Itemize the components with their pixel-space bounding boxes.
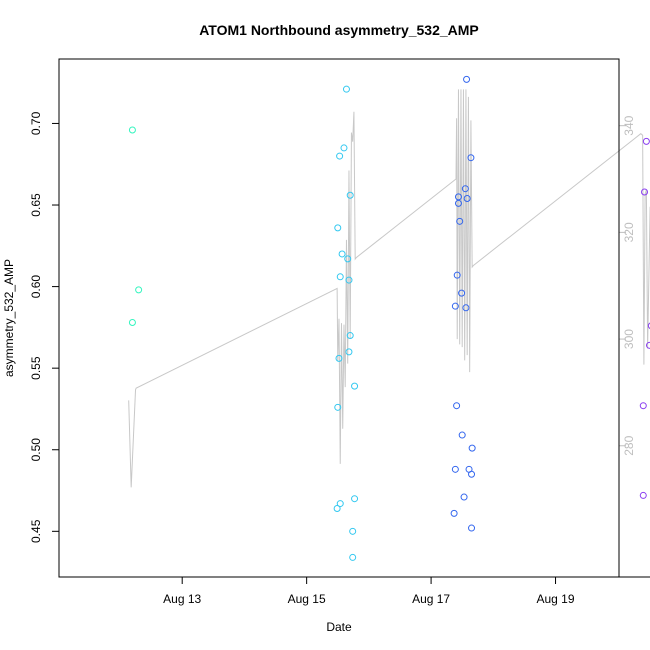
data-point xyxy=(128,318,136,326)
data-point xyxy=(462,304,470,312)
data-point xyxy=(349,553,357,561)
data-point xyxy=(641,188,649,196)
data-point xyxy=(458,289,466,297)
data-point xyxy=(351,495,359,503)
data-point xyxy=(333,504,341,512)
data-point xyxy=(342,85,350,93)
x-tick-label: Aug 19 xyxy=(537,592,575,606)
y-tick-label: 0.45 xyxy=(29,519,43,543)
data-point xyxy=(135,286,143,294)
data-point xyxy=(451,465,459,473)
data-point xyxy=(460,493,468,501)
y2-tick-label: 280 xyxy=(622,435,636,455)
data-point xyxy=(639,491,647,499)
data-point xyxy=(642,137,650,145)
data-point xyxy=(456,217,464,225)
data-point xyxy=(334,224,342,232)
data-point xyxy=(468,524,476,532)
y-tick-label: 0.65 xyxy=(29,193,43,217)
data-point xyxy=(461,185,469,193)
data-point xyxy=(468,470,476,478)
data-point xyxy=(345,276,353,284)
y2-tick-label: 300 xyxy=(622,329,636,349)
data-point xyxy=(450,509,458,517)
data-point xyxy=(467,154,475,162)
x-tick-label: Aug 15 xyxy=(288,592,326,606)
data-point xyxy=(454,193,462,201)
x-axis-label: Date xyxy=(326,620,352,634)
data-point xyxy=(336,152,344,160)
data-point xyxy=(349,527,357,535)
y2-tick-label: 320 xyxy=(622,222,636,242)
x-tick-label: Aug 13 xyxy=(163,592,201,606)
data-point xyxy=(338,250,346,258)
data-point xyxy=(340,144,348,152)
data-point xyxy=(647,322,650,329)
data-point xyxy=(639,402,647,410)
data-point xyxy=(336,273,344,281)
data-point xyxy=(468,444,476,452)
y-axis-label: asymmetry_532_AMP xyxy=(2,259,16,377)
x-tick-label: Aug 17 xyxy=(412,592,450,606)
overlay-series-line xyxy=(128,89,650,488)
y-tick-label: 0.50 xyxy=(29,438,43,462)
data-point xyxy=(336,500,344,508)
y2-tick-label: 340 xyxy=(622,115,636,135)
plot-frame xyxy=(58,58,620,578)
data-point xyxy=(335,354,343,362)
y-tick-label: 0.55 xyxy=(29,356,43,380)
data-point xyxy=(334,403,342,411)
data-point xyxy=(463,75,471,83)
y-tick-label: 0.70 xyxy=(29,111,43,135)
data-point xyxy=(351,382,359,390)
data-point xyxy=(346,332,354,340)
data-point xyxy=(451,302,459,310)
data-point xyxy=(458,431,466,439)
data-point xyxy=(453,271,461,279)
data-point xyxy=(454,199,462,207)
data-point xyxy=(463,194,471,202)
chart-title: ATOM1 Northbound asymmetry_532_AMP xyxy=(199,22,479,38)
data-point xyxy=(345,348,353,356)
data-point xyxy=(645,341,650,349)
data-point xyxy=(346,191,354,199)
data-point xyxy=(344,255,352,263)
data-point xyxy=(128,126,136,134)
y-tick-label: 0.60 xyxy=(29,275,43,299)
data-point xyxy=(453,402,461,410)
